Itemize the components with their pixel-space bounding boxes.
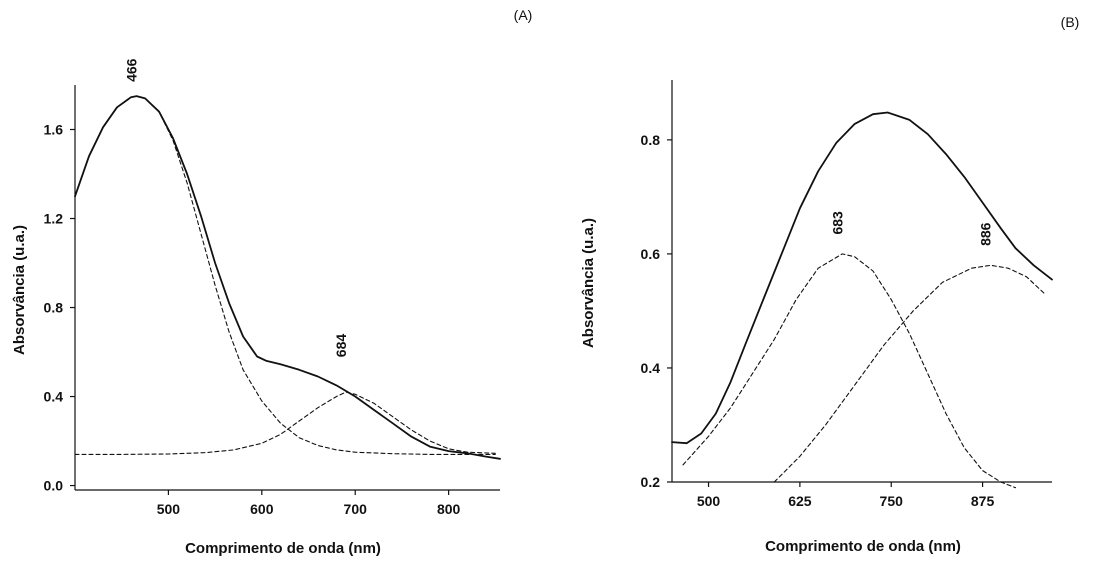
x-tick-label: 875 [971, 493, 995, 509]
peak-label: 466 [124, 58, 140, 82]
x-axis-title: Comprimento de onda (nm) [765, 538, 961, 555]
y-tick-label: 1.6 [44, 122, 64, 138]
spectrum-line [671, 111, 1053, 445]
y-axis-title: Absorvância (u.a.) [580, 218, 597, 348]
x-tick-label: 750 [880, 493, 904, 509]
y-tick-label: 1.2 [44, 211, 64, 227]
x-tick-label: 800 [437, 501, 461, 517]
peak-label: 684 [333, 334, 349, 358]
y-tick-label: 0.6 [641, 246, 661, 262]
y-tick-label: 0.8 [641, 132, 661, 148]
deconvolution-band-line [74, 95, 496, 455]
x-tick-label: 500 [157, 501, 181, 517]
chart-panel-a: 500 600 700 800 0.0 0.4 0.8 1.2 1.6 Comprimento d… [11, 7, 532, 557]
deconvolution-band-line [74, 391, 496, 455]
x-tick-label: 625 [788, 493, 812, 509]
deconvolution-band-line [773, 264, 1046, 483]
y-tick-label: 0.2 [641, 474, 661, 490]
x-tick-label: 600 [250, 501, 274, 517]
spectrum-line [74, 95, 501, 460]
y-tick-label: 0.8 [44, 300, 64, 316]
peak-label: 886 [978, 222, 994, 246]
x-tick-label: 500 [697, 493, 721, 509]
y-tick-label: 0.4 [44, 389, 64, 405]
x-axis-title: Comprimento de onda (nm) [185, 540, 381, 557]
y-tick-label: 0.0 [44, 478, 64, 494]
deconvolution-band-line [682, 253, 1017, 489]
chart-panel-b: 500 625 750 875 0.2 0.4 0.6 0.8 Comprimento de o… [580, 14, 1079, 555]
y-tick-label: 0.4 [641, 360, 661, 376]
y-axis-title: Absorvância (u.a.) [11, 225, 28, 355]
x-tick-label: 700 [344, 501, 368, 517]
panel-label: (A) [514, 7, 533, 23]
panel-label: (B) [1061, 14, 1080, 30]
peak-label: 683 [829, 211, 845, 235]
